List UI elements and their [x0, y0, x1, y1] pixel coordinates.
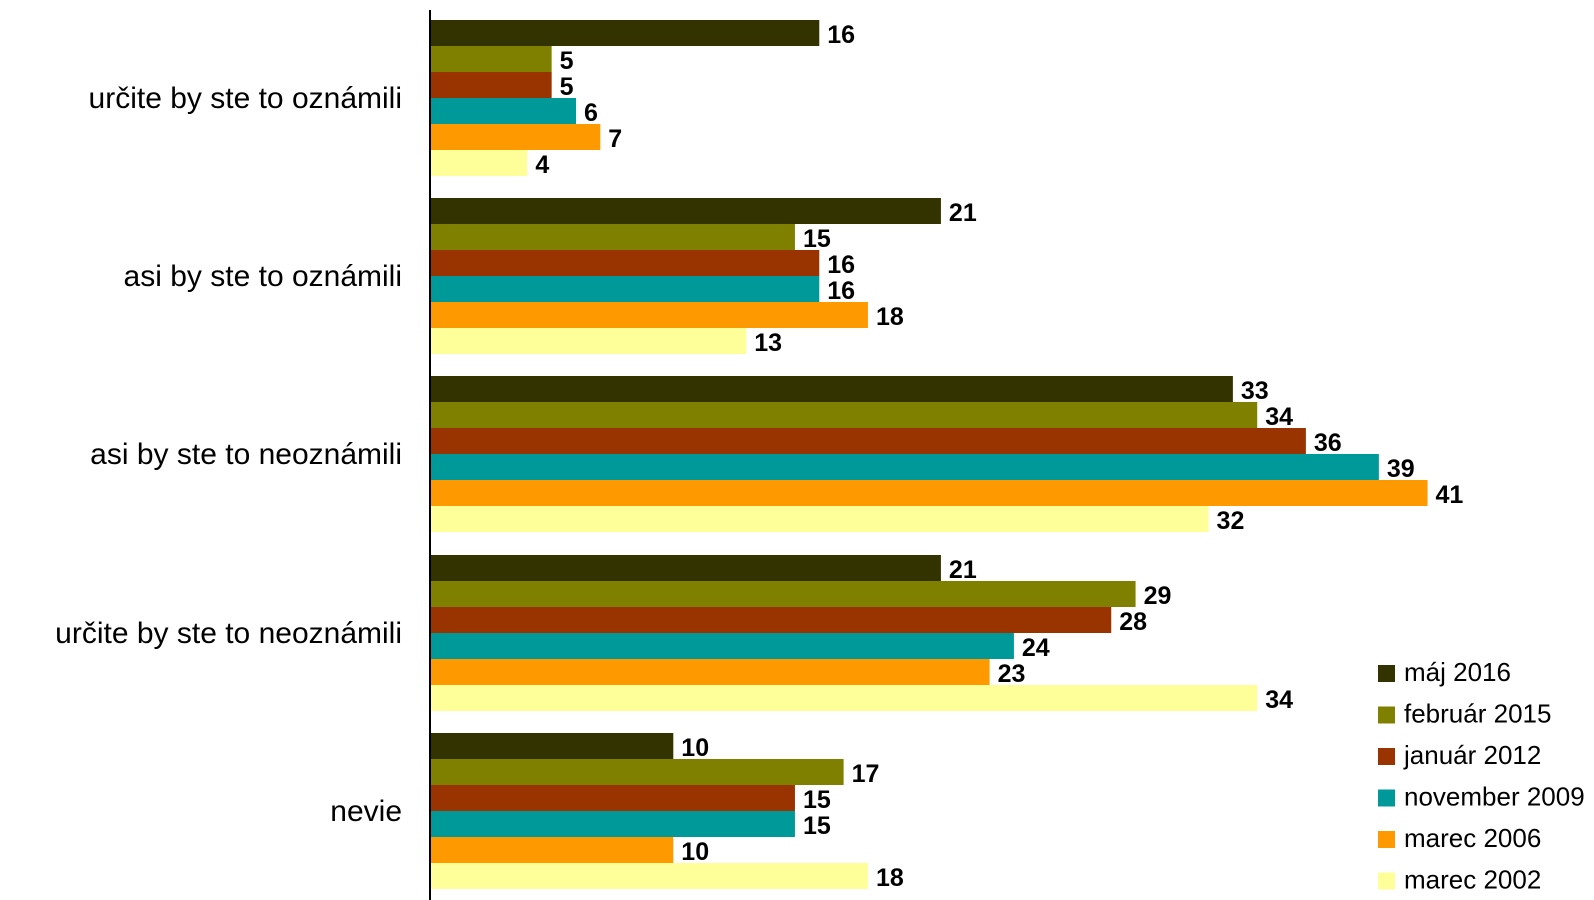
legend-label: marec 2006 — [1404, 823, 1541, 853]
bar — [430, 607, 1112, 633]
data-label: 15 — [803, 786, 831, 814]
data-label: 32 — [1217, 507, 1245, 535]
data-label: 28 — [1119, 608, 1147, 636]
bar — [430, 150, 528, 176]
bar — [430, 785, 795, 811]
data-label: 34 — [1265, 403, 1293, 431]
bars-layer: 1655674211516161813333436394132212928242… — [430, 20, 1463, 892]
data-label: 16 — [827, 277, 855, 305]
legend-swatch — [1378, 831, 1395, 848]
data-label: 21 — [949, 199, 977, 227]
data-label: 24 — [1022, 634, 1050, 662]
data-label: 18 — [876, 303, 904, 331]
data-label: 6 — [584, 99, 598, 127]
data-label: 16 — [827, 21, 855, 49]
bar — [430, 428, 1306, 454]
bar — [430, 46, 552, 72]
data-label: 39 — [1387, 455, 1415, 483]
data-label: 36 — [1314, 429, 1342, 457]
data-label: 23 — [998, 660, 1026, 688]
category-label: určite by ste to oznámili — [89, 82, 402, 115]
data-label: 5 — [560, 73, 574, 101]
bar — [430, 328, 747, 354]
data-label: 15 — [803, 225, 831, 253]
bar — [430, 224, 795, 250]
bar — [430, 72, 552, 98]
bar — [430, 124, 601, 150]
bar — [430, 376, 1233, 402]
legend-label: február 2015 — [1404, 699, 1551, 729]
data-label: 17 — [852, 760, 880, 788]
data-label: 41 — [1436, 481, 1464, 509]
legend-swatch — [1378, 789, 1395, 807]
data-label: 10 — [681, 838, 709, 866]
bar — [430, 402, 1258, 428]
bar — [430, 811, 795, 837]
legend: máj 2016 február 2015 január 2012 november … — [1378, 657, 1585, 895]
bar — [430, 454, 1379, 480]
bar — [430, 276, 820, 302]
bar — [430, 733, 674, 759]
bar — [430, 837, 674, 863]
category-labels: určite by ste to oznámili asi by ste to o… — [55, 82, 402, 828]
bar — [430, 506, 1209, 532]
data-label: 16 — [827, 251, 855, 279]
bar — [430, 20, 820, 46]
category-label: asi by ste to neoznámili — [90, 438, 402, 471]
legend-swatch — [1378, 665, 1395, 682]
data-label: 15 — [803, 812, 831, 840]
bar — [430, 863, 868, 889]
legend-label: január 2012 — [1403, 740, 1541, 770]
legend-swatch — [1378, 706, 1395, 724]
data-label: 18 — [876, 864, 904, 892]
data-label: 5 — [560, 47, 574, 75]
data-label: 33 — [1241, 377, 1269, 405]
bar — [430, 759, 844, 785]
bar — [430, 555, 941, 581]
data-label: 21 — [949, 556, 977, 584]
data-label: 7 — [608, 125, 622, 153]
legend-swatch — [1378, 748, 1395, 765]
data-label: 29 — [1144, 582, 1172, 610]
bar — [430, 685, 1258, 711]
bar — [430, 633, 1014, 659]
bar — [430, 98, 576, 124]
legend-swatch — [1378, 872, 1395, 890]
bar — [430, 480, 1428, 506]
bar — [430, 659, 990, 685]
category-label: asi by ste to oznámili — [124, 260, 402, 293]
legend-label: marec 2002 — [1404, 865, 1541, 895]
category-label: nevie — [330, 795, 402, 828]
legend-label: máj 2016 — [1404, 657, 1511, 687]
bar — [430, 250, 820, 276]
category-label: určite by ste to neoznámili — [55, 617, 402, 650]
bar — [430, 198, 941, 224]
data-label: 13 — [754, 329, 782, 357]
bar — [430, 581, 1136, 607]
data-label: 4 — [535, 151, 549, 179]
bar — [430, 302, 868, 328]
data-label: 34 — [1265, 686, 1293, 714]
data-label: 10 — [681, 734, 709, 762]
legend-label: november 2009 — [1404, 782, 1585, 812]
